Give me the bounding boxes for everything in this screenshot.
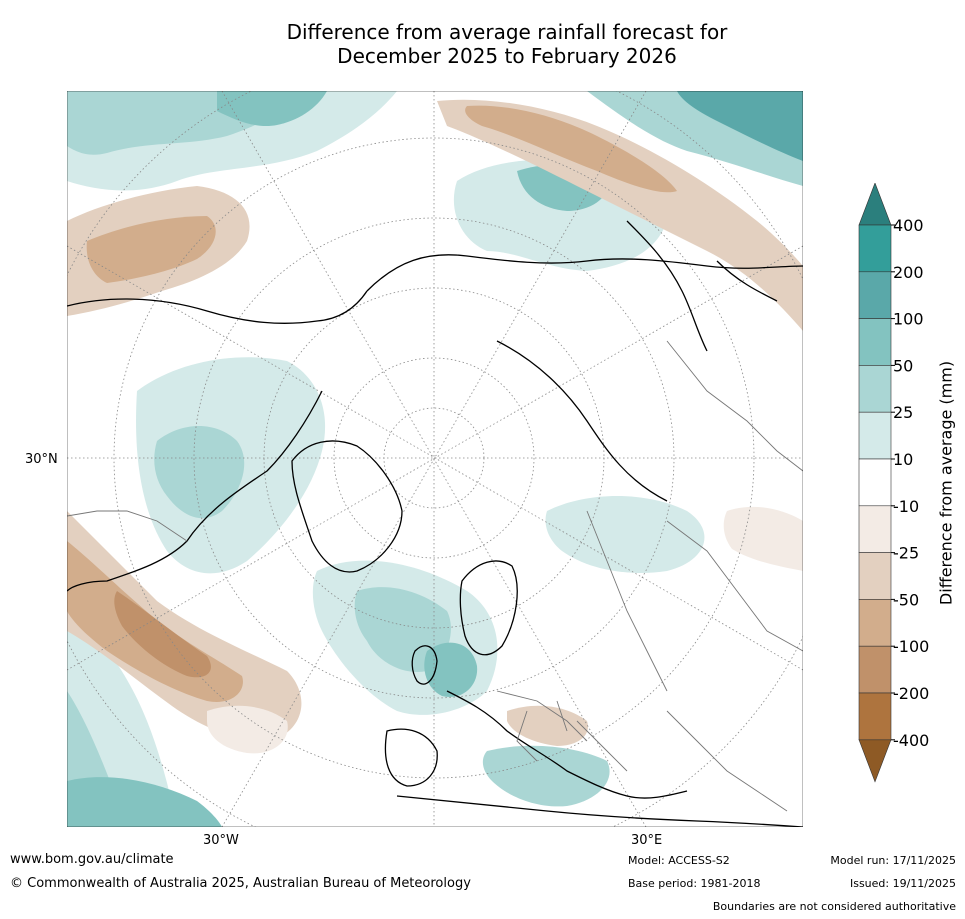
- colorbar-band-minus25-50: [858, 552, 892, 600]
- coastline-british-isles: [411, 645, 438, 685]
- wet-region-south-atlantic: [67, 777, 222, 827]
- coastline-scandinavia: [459, 560, 518, 656]
- dry-region-east-pacific-strong: [114, 591, 211, 678]
- colorbar-tick-label: -400: [893, 731, 929, 750]
- wet-region-atlantic-core: [354, 587, 451, 672]
- colorbar-tick-label: -10: [893, 497, 919, 516]
- latitude-circle: [333, 357, 535, 559]
- colorbar-extend-dry: [858, 739, 892, 783]
- colorbar-band-minus50-100: [858, 599, 892, 647]
- wet-region-canada-core: [154, 426, 245, 519]
- coastline-arctic-russia: [496, 340, 668, 502]
- longitude-label-30e: 30°E: [631, 833, 663, 848]
- copyright-notice: © Commonwealth of Australia 2025, Austra…: [10, 876, 471, 891]
- colorbar-tick-label: -50: [893, 590, 919, 609]
- colorbar-ticks: 400 200 100 50 25 10 -10 -25 -50 -100 -200 -400: [891, 216, 929, 750]
- border-europe: [496, 690, 628, 772]
- meridian-line: [221, 91, 647, 827]
- colorbar-band-minus200-400: [858, 692, 892, 741]
- dry-anomaly-regions: [67, 99, 803, 754]
- coastlines: [67, 220, 803, 827]
- dry-region-north-pacific-core: [86, 216, 216, 283]
- dry-region-balkans: [507, 705, 588, 746]
- wet-region-northwest-europe: [424, 642, 478, 697]
- colorbar-band-200-400: [858, 271, 892, 319]
- boundaries-disclaimer: Boundaries are not considered authoritat…: [712, 900, 956, 913]
- colorbar-tick-label: 200: [893, 263, 924, 282]
- country-borders: [67, 340, 803, 812]
- wet-region-north-pacific-strong: [217, 91, 327, 127]
- colorbar: 400 200 100 50 25 10 -10 -25 -50 -100 -200 -400: [858, 183, 929, 783]
- latitude-circle: [193, 217, 675, 699]
- border-russia-west: [586, 510, 668, 692]
- colorbar-band-neutral: [858, 458, 892, 507]
- dry-region-subtropics-east: [723, 506, 803, 571]
- colorbar-tick-label: 10: [893, 450, 913, 469]
- base-period: Base period: 1981-2018: [628, 877, 761, 890]
- colorbar-band-minus10-25: [858, 505, 892, 553]
- dry-region-east-asia: [437, 99, 803, 331]
- colorbar-swatches: [858, 183, 892, 783]
- model-run-date: Model run: 17/11/2025: [830, 854, 956, 867]
- wet-region-west-russia: [545, 496, 705, 573]
- map-title: Difference from average rainfall forecas…: [0, 20, 965, 68]
- coastline-siberia: [366, 254, 803, 292]
- wet-anomaly-regions: [67, 91, 803, 827]
- title-line-2: December 2025 to February 2026: [337, 44, 677, 68]
- border-canada-us: [67, 510, 188, 542]
- colorbar-extend-wet: [858, 183, 892, 226]
- wet-region-mediterranean: [482, 745, 610, 807]
- colorbar-band-minus100-200: [858, 645, 892, 694]
- coastline-north-africa: [396, 795, 803, 827]
- colorbar-band-100-200: [858, 318, 892, 366]
- wet-region-far-east-core: [677, 91, 803, 161]
- colorbar-tick-label: 400: [893, 216, 924, 235]
- colorbar-tick-label: -25: [893, 544, 919, 563]
- coastline-iberia: [384, 728, 438, 787]
- website-link[interactable]: www.bom.gov.au/climate: [10, 852, 174, 867]
- border-middle-east: [666, 710, 788, 812]
- dry-region-mid-pacific: [207, 705, 288, 754]
- coastline-europe: [446, 690, 688, 799]
- coastline-east-asia: [626, 220, 778, 352]
- colorbar-title: Difference from average (mm): [936, 360, 956, 606]
- colorbar-band-400: [858, 224, 892, 273]
- issued-date: Issued: 19/11/2025: [849, 877, 956, 890]
- model-name: Model: ACCESS-S2: [628, 854, 730, 867]
- colorbar-tick-label: -100: [893, 637, 929, 656]
- colorbar-band-25-50: [858, 411, 892, 460]
- coastline-greenland: [291, 440, 403, 573]
- latitude-label-30n: 30°N: [25, 452, 58, 467]
- graticule: [67, 91, 803, 827]
- longitude-label-30w: 30°W: [203, 833, 239, 848]
- meridian-line: [67, 245, 803, 671]
- colorbar-tick-label: 100: [893, 310, 924, 329]
- latitude-circle: [113, 137, 755, 779]
- border-china: [666, 340, 803, 472]
- border-central-asia: [666, 520, 803, 652]
- colorbar-tick-label: 25: [893, 403, 913, 422]
- coastline-north-america: [67, 290, 368, 592]
- colorbar-band-50-100: [858, 365, 892, 413]
- colorbar-tick-label: -200: [893, 684, 929, 703]
- dry-region-east-asia-core: [465, 105, 677, 193]
- colorbar-tick-label: 50: [893, 356, 913, 375]
- rainfall-anomaly-map: [67, 91, 803, 827]
- title-line-1: Difference from average rainfall forecas…: [286, 20, 728, 44]
